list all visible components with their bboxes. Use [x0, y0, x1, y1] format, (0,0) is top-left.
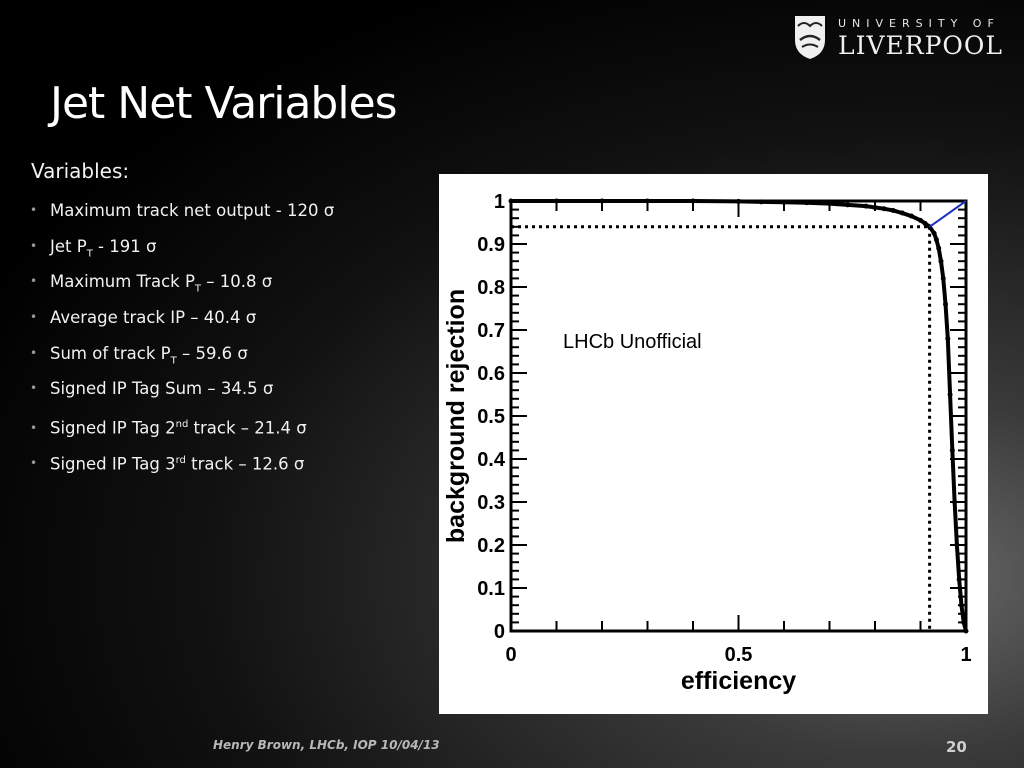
variable-subscript: T — [170, 355, 177, 367]
y-tick-label: 0.3 — [477, 492, 505, 514]
variables-heading: Variables: — [31, 159, 130, 183]
y-tick-label: 0.1 — [477, 578, 505, 600]
bullet-icon: • — [30, 456, 38, 471]
data-point — [956, 576, 962, 582]
variable-item: • Signed IP Tag 2nd track – 21.4 σ — [30, 413, 334, 449]
variable-text-suffix: track – 21.4 σ — [188, 418, 307, 438]
data-point — [931, 230, 937, 236]
variable-text: Jet P — [50, 236, 87, 256]
y-tick-label: 1 — [494, 191, 505, 213]
y-tick-label: 0.6 — [477, 363, 505, 385]
data-point — [936, 245, 942, 251]
variable-item: • Jet PT - 191 σ — [30, 235, 334, 271]
y-tick-label: 0 — [494, 621, 505, 643]
data-point — [890, 207, 896, 213]
variable-text: Average track IP – 40.4 σ — [50, 308, 257, 328]
roc-chart-svg: 0 0.1 0.2 0.3 0.4 0.5 0.6 0.7 0.8 0.9 1 0 0.5 1 effici… — [442, 191, 972, 695]
variable-text: Maximum Track P — [50, 272, 195, 292]
data-point — [940, 275, 946, 281]
x-tick-label: 0 — [505, 644, 516, 666]
variable-text-suffix: – 59.6 σ — [176, 343, 248, 363]
data-point — [881, 206, 887, 212]
data-point — [958, 602, 964, 608]
slide-title: Jet Net Variables — [50, 78, 398, 129]
variable-text-suffix: - 191 σ — [92, 236, 157, 256]
data-point — [954, 542, 960, 548]
y-tick-label: 0.7 — [477, 320, 505, 342]
data-point — [690, 198, 696, 204]
bullet-icon: • — [30, 345, 38, 360]
bullet-icon: • — [30, 381, 38, 396]
variable-item: • Maximum Track PT – 10.8 σ — [30, 270, 334, 306]
data-point — [938, 258, 944, 264]
university-logo: UNIVERSITY OF LIVERPOOL — [794, 14, 1002, 64]
series-line — [511, 199, 968, 632]
data-point — [899, 210, 905, 216]
data-point — [945, 336, 951, 342]
y-axis-label: background rejection — [442, 289, 470, 543]
data-point — [804, 200, 810, 206]
bullet-icon: • — [30, 310, 38, 325]
data-point — [781, 199, 787, 205]
bullet-icon: • — [30, 420, 38, 435]
logo-line-liverpool: LIVERPOOL — [838, 31, 1004, 60]
data-point — [827, 201, 832, 207]
variables-list: • Maximum track net output - 120 σ • Jet PT… — [30, 199, 334, 485]
variable-item: • Signed IP Tag 3rd track – 12.6 σ — [30, 449, 334, 485]
data-point — [922, 220, 928, 226]
data-point — [908, 213, 914, 219]
data-point — [758, 199, 764, 205]
variable-subscript: T — [86, 247, 93, 259]
variable-text-suffix: – 10.8 σ — [201, 272, 273, 292]
data-point — [963, 628, 969, 634]
x-tick-label: 0.5 — [725, 644, 753, 666]
variable-subscript: T — [194, 283, 202, 295]
x-axis-label: efficiency — [681, 667, 796, 695]
plot-frame — [509, 199, 968, 633]
y-tick-label: 0.2 — [477, 535, 505, 557]
variable-item: • Maximum track net output - 120 σ — [30, 199, 334, 235]
roc-chart: 0 0.1 0.2 0.3 0.4 0.5 0.6 0.7 0.8 0.9 1 0 0.5 1 effici… — [439, 174, 988, 714]
y-tick-label: 0.5 — [477, 406, 505, 428]
data-point — [947, 392, 953, 397]
variable-text-suffix: track – 12.6 σ — [185, 454, 305, 474]
crest-icon — [795, 16, 825, 59]
variable-item: • Signed IP Tag Sum – 34.5 σ — [30, 377, 334, 413]
logo-line-university: UNIVERSITY OF — [838, 17, 1000, 30]
variable-text: Signed IP Tag Sum – 34.5 σ — [50, 379, 274, 399]
data-point — [961, 619, 967, 625]
variable-text: Signed IP Tag 3 — [50, 454, 176, 474]
data-point — [872, 204, 878, 210]
data-point — [918, 217, 923, 223]
footer-text: Henry Brown, LHCb, IOP 10/04/13 — [213, 738, 440, 752]
y-tick-label: 0.4 — [477, 449, 506, 471]
variable-text: Maximum track net output - 120 σ — [50, 201, 335, 220]
data-point — [554, 198, 559, 204]
bullet-icon: • — [30, 203, 38, 217]
data-point — [508, 198, 514, 204]
bullet-icon: • — [30, 274, 38, 289]
variable-superscript: rd — [175, 454, 186, 466]
data-point — [863, 203, 869, 209]
y-tick-label: 0.9 — [477, 234, 505, 256]
data-point — [845, 202, 851, 208]
variable-superscript: nd — [175, 419, 189, 431]
series-line — [929, 200, 967, 228]
data-point — [599, 198, 605, 204]
data-point — [736, 198, 741, 204]
data-point — [949, 447, 955, 453]
x-tick-label: 1 — [960, 644, 971, 666]
chart-annotation: LHCb Unofficial — [563, 331, 702, 353]
data-point — [952, 499, 958, 505]
page-number: 20 — [946, 738, 967, 756]
data-point — [943, 301, 949, 307]
variable-text: Sum of track P — [50, 343, 171, 363]
y-tick-label: 0.8 — [477, 277, 505, 299]
data-point — [645, 198, 650, 204]
variable-text: Signed IP Tag 2 — [50, 418, 176, 438]
bullet-icon: • — [30, 238, 38, 253]
variable-item: • Average track IP – 40.4 σ — [30, 306, 334, 342]
data-point — [933, 237, 939, 243]
variable-item: • Sum of track PT – 59.6 σ — [30, 342, 334, 378]
